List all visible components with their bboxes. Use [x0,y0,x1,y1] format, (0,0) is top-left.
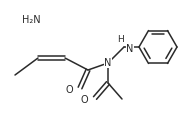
Text: H: H [118,36,124,44]
Text: H₂N: H₂N [22,15,41,25]
Text: N: N [104,58,112,68]
Text: N: N [126,44,134,54]
Text: O: O [80,95,88,105]
Text: O: O [65,85,73,95]
